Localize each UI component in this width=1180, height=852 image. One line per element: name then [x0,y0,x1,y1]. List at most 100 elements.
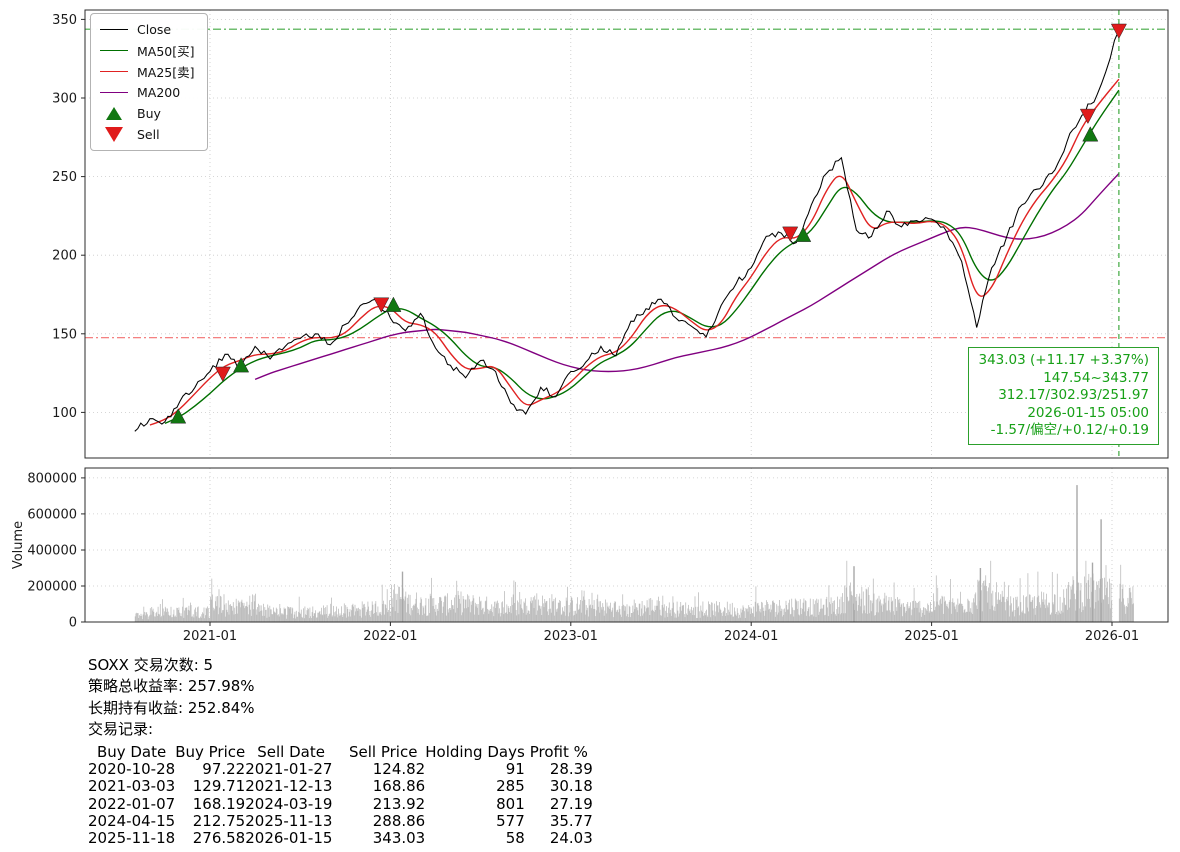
trade-cell: 2024-03-19 [245,794,333,813]
axes: 100 150 200 250 300 350 0 200000 400000 600000 800… [11,9,1169,644]
strategy-stats: SOXX 交易次数: 5 策略总收益率: 257.98% 长期持有收益: 252… [88,655,593,847]
trade-row: 2025-11-18 276.58 2026-01-15 343.03 58 24.03 [88,829,593,848]
xtick-label: 2021-01 [183,629,237,644]
trade-col-header: Holding Days [425,742,525,761]
trade-cell: 577 [496,811,525,830]
xtick-label: 2022-01 [363,629,417,644]
volume-ytick-label: 200000 [27,580,77,595]
trade-cell: 2024-04-15 [88,811,176,830]
legend-label-ma25: MA25[卖] [137,65,195,80]
trade-cell: 2020-10-28 [88,759,176,778]
trade-cell: 35.77 [549,811,593,830]
trade-cell: 2021-03-03 [88,777,176,796]
sell-marker [1079,108,1096,125]
price-plot-border [84,9,1169,459]
trade-cell: 2022-01-07 [88,794,176,813]
volume-ytick-label: 0 [69,616,77,631]
volume-axis-title: Volume [11,521,26,569]
trade-cell: 27.19 [549,794,593,813]
price-ytick-label: 250 [52,170,77,185]
stat-trades-label: 交易记录: [88,720,154,739]
buy-marker [233,357,250,373]
legend-label-ma200: MA200 [137,85,181,100]
stat-trade-count: SOXX 交易次数: 5 [88,656,214,674]
sell-swatch-wrap [100,127,128,142]
trade-cell: 24.03 [549,829,593,848]
trade-markers [170,23,1127,424]
ma25-swatch-wrap [100,71,128,72]
trade-cell: 801 [496,794,525,813]
trade-table-body: 2020-10-28 97.22 2021-01-27 124.82 91 28.39 20… [88,759,593,848]
legend-item-buy: Buy [100,104,195,123]
trade-col-header: Sell Price [349,742,418,761]
trade-cell: 168.86 [372,777,426,796]
xtick-label: 2024-01 [724,629,778,644]
trade-cell: 91 [505,759,525,778]
ma200-swatch-wrap [100,92,128,93]
trade-cell: 58 [505,829,525,848]
close-line-swatch [100,29,128,30]
volume-ytick-label: 800000 [27,471,77,486]
trade-cell: 168.19 [192,794,246,813]
legend-label-ma50: MA50[买] [137,44,195,59]
volume-spike-bar [1100,519,1102,622]
trade-table-header-row: Buy Date Buy Price Sell Date Sell Price Hold… [88,742,593,761]
volume-spike-bar [1091,562,1094,622]
trade-table: Buy Date Buy Price Sell Date Sell Price Hold… [88,742,593,848]
chart-svg: 100 150 200 250 300 350 0 200000 400000 600000 800… [11,9,1169,644]
price-ytick-label: 100 [52,406,77,421]
trade-row: 2022-01-07 168.19 2024-03-19 213.92 801 27.19 [88,794,593,813]
ma25-line [149,78,1120,426]
trade-cell: 276.58 [192,829,246,848]
trade-cell: 212.75 [192,811,246,830]
volume-spike-bar [401,571,404,622]
volume-spike-bar [979,568,982,622]
legend-label-close: Close [137,22,172,37]
trade-row: 2024-04-15 212.75 2025-11-13 288.86 577 35.77 [88,811,593,830]
buy-marker [385,296,402,312]
xtick-label: 2026-01 [1085,629,1139,644]
trade-col-header: Sell Date [257,742,325,761]
annotation-price-line: 343.03 (+11.17 +3.37%) [978,352,1149,368]
buy-marker [170,408,187,424]
trade-col-header: Buy Price [175,742,246,761]
trade-row: 2021-03-03 129.71 2021-12-13 168.86 285 30.18 [88,777,593,796]
annotation-bias-line: -1.57/偏空/+0.12/+0.19 [990,422,1149,439]
trade-cell: 2025-11-18 [88,829,176,848]
volume-spike-bar [853,566,855,622]
annotation-datetime-line: 2026-01-15 05:00 [1027,404,1149,421]
trade-cell: 343.03 [372,829,426,848]
trade-cell: 2021-01-27 [245,759,333,778]
reference-lines [85,28,1168,339]
trade-cell: 28.39 [549,759,593,778]
quote-annotation-box: 343.03 (+11.17 +3.37%) 147.54~343.77 312… [968,347,1159,445]
trade-cell: 2025-11-13 [245,811,333,830]
buy-swatch-wrap [100,107,128,120]
close-price-line [134,30,1120,432]
trade-cell: 288.86 [372,811,426,830]
trade-cell: 30.18 [549,777,593,796]
volume-ytick-label: 600000 [27,507,77,522]
ma50-swatch-wrap [100,50,128,51]
gridlines [85,10,1168,623]
legend-item-close: Close [100,20,195,39]
trade-cell: 2026-01-15 [245,829,333,848]
sell-marker [373,297,390,313]
trade-cell: 129.71 [192,777,246,796]
legend-label-buy: Buy [137,106,161,121]
trade-cell: 124.82 [372,759,426,778]
close-swatch-wrap [100,29,128,30]
trade-col-header: Buy Date [96,742,167,761]
price-ytick-label: 350 [52,13,77,28]
trade-cell: 2021-12-13 [245,777,333,796]
sell-marker-icon [105,127,123,142]
ma25-line-swatch [100,71,128,72]
trade-row: 2020-10-28 97.22 2021-01-27 124.82 91 28.39 [88,759,593,778]
legend-item-ma200: MA200 [100,83,195,102]
annotation-ma-line: 312.17/302.93/251.97 [998,387,1149,404]
volume-plot-border [84,467,1169,623]
ma200-line [254,173,1120,381]
volume-spike-bar [1076,485,1078,622]
legend: Close MA50[买] MA25[卖] MA200 Buy Sell [90,13,208,151]
